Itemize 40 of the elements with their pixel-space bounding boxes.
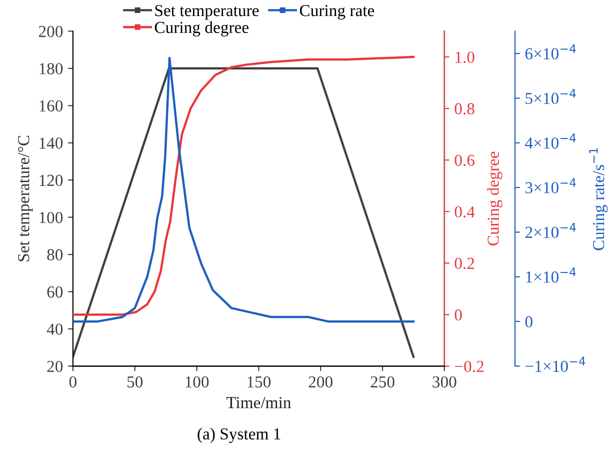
y2-axis-title: Curing degree: [487, 152, 502, 246]
y2-tick-label: 1.0: [456, 52, 474, 63]
legend-label: Set temperature: [155, 4, 259, 20]
y-tick-label: 160: [40, 100, 63, 112]
x-tick-label: 0: [69, 376, 76, 388]
y2-tick-label: −0.2: [454, 360, 484, 372]
y3-tick-label: 1×10$^{−4}$: [526, 268, 576, 283]
y3-tick-label: 0: [525, 316, 532, 328]
x-tick-label: 250: [370, 376, 394, 388]
y3-axis-title: Curing rate/s$^{−1}$: [589, 148, 608, 250]
y3-tick-label: 3×10$^{−4}$: [526, 178, 576, 194]
y-tick-label: 200: [38, 26, 63, 38]
y2-tick-label: 0.4: [454, 206, 475, 218]
x-tick-label: 200: [308, 376, 332, 388]
y-tick-label: 80: [47, 249, 63, 260]
legend-label: Curing rate: [300, 4, 374, 20]
y-tick-label: 180: [40, 63, 63, 74]
y3-tick-label: 6×10$^{−4}$: [525, 44, 576, 60]
y2-tick-label: 0.8: [454, 103, 474, 114]
y-tick-label: 40: [46, 324, 63, 335]
y-tick-label: 140: [40, 138, 63, 149]
y-tick-label: 20: [47, 360, 63, 372]
x-tick-label: 100: [186, 376, 209, 388]
y3-tick-label: 4×10$^{−4}$: [525, 134, 576, 149]
y3-tick-label: −1×10$^{−4}$: [526, 356, 586, 372]
x-tick-label: 150: [248, 376, 271, 388]
text: (a) System 1: [198, 428, 280, 443]
y3-tick-label: 2×10$^{−4}$: [525, 222, 576, 238]
y2-tick-label: 0: [454, 309, 462, 321]
x-tick-label: 50: [127, 376, 143, 388]
y2-tick-label: 0.6: [454, 154, 474, 166]
y-tick-label: 120: [40, 174, 63, 186]
x-tick-label: 300: [432, 376, 456, 388]
y-tick-label: 60: [47, 286, 63, 298]
x-axis-title: Time/min: [226, 397, 292, 408]
y2-tick-label: 0.2: [454, 258, 474, 270]
legend-label: Curing degree: [154, 21, 248, 37]
y-tick-label: 100: [40, 212, 63, 224]
y3-tick-label: 5×10$^{−4}$: [526, 88, 576, 104]
y-axis-title: Set temperature/°C: [18, 136, 33, 262]
